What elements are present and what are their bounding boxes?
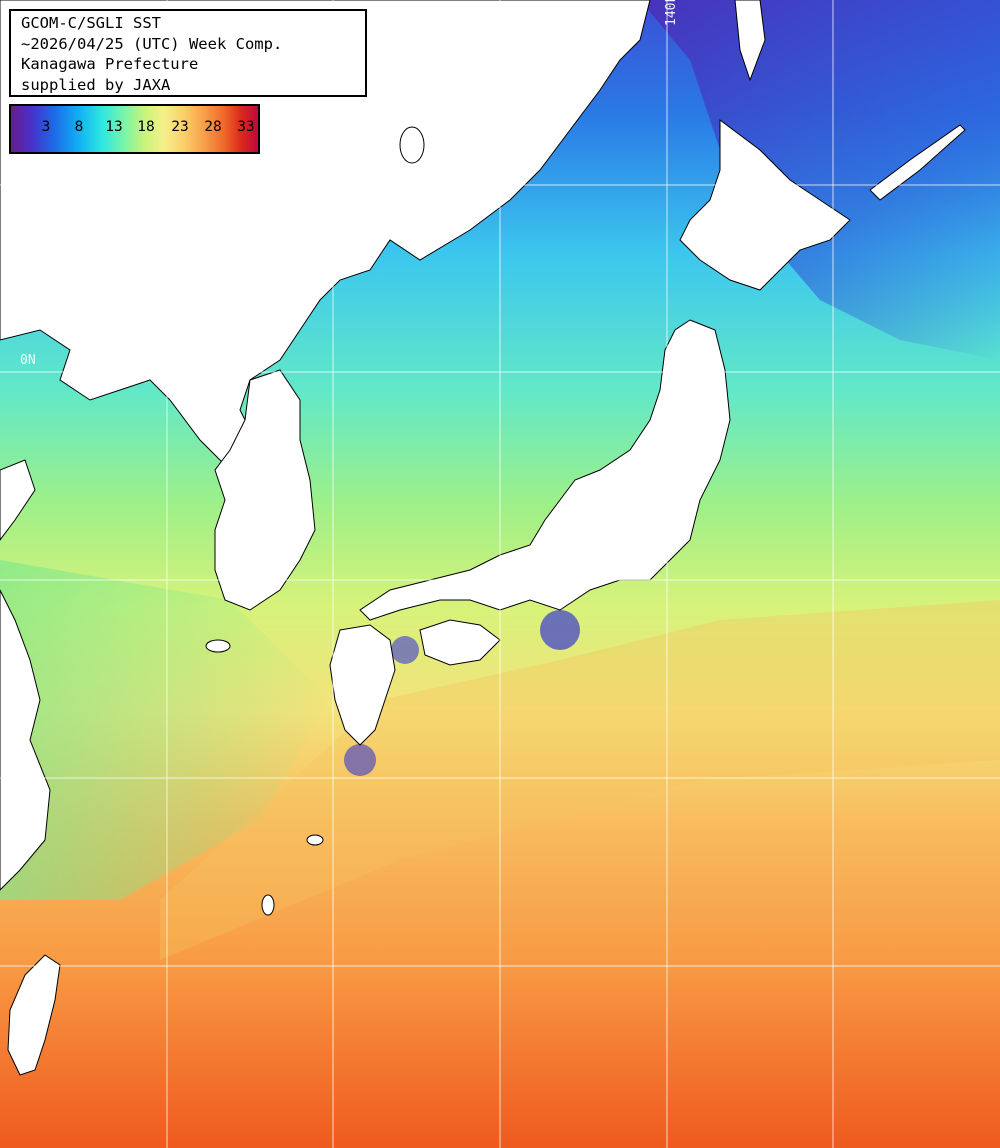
korean-peninsula [214, 369, 316, 611]
east-china-sea [0, 560, 330, 900]
legend-tick: 33 [237, 119, 255, 135]
island [261, 894, 275, 916]
title-line-sensor: GCOM-C/SGLI SST [21, 14, 161, 32]
legend-tick: 8 [74, 119, 84, 135]
island [306, 834, 324, 846]
latitude-label: 0N [20, 353, 36, 368]
cold-patch [540, 610, 580, 650]
sakhalin [734, 0, 766, 82]
china-coast [0, 459, 36, 541]
title-line-supplier: supplied by JAXA [21, 75, 171, 94]
title-line-region: Kanagawa Prefecture [21, 55, 199, 73]
legend-tick: 3 [41, 119, 51, 135]
island [399, 126, 425, 164]
legend-tick: 28 [204, 119, 222, 135]
color-legend: 3 8 13 18 23 28 33 [9, 104, 260, 154]
longitude-label: 140E [664, 0, 679, 26]
china-coast-south [0, 589, 51, 891]
island [205, 639, 231, 653]
taiwan [7, 954, 61, 1076]
kuril-islands [869, 124, 966, 201]
cold-patch [344, 744, 376, 776]
legend-tick: 18 [137, 119, 155, 135]
info-box: GCOM-C/SGLI SST ~2026/04/25 (UTC) Week C… [9, 9, 367, 97]
cold-water-north [640, 0, 1000, 360]
kuroshio-warm [160, 600, 1000, 960]
cold-patch [391, 636, 419, 664]
title-line-date: ~2026/04/25 (UTC) Week Comp. [21, 34, 283, 53]
legend-tick: 13 [105, 119, 123, 135]
shikoku [419, 619, 501, 666]
legend-tick: 23 [171, 119, 189, 135]
honshu [359, 319, 731, 621]
hokkaido [679, 119, 851, 291]
